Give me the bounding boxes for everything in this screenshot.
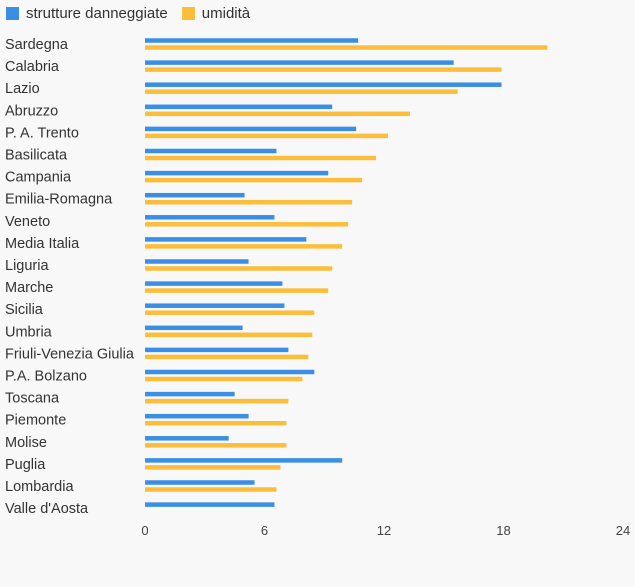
bar-strutture[interactable] <box>145 60 454 65</box>
category-label: Piemonte <box>5 413 66 429</box>
bar-strutture[interactable] <box>145 347 289 353</box>
bar-umidita[interactable] <box>145 133 388 139</box>
bar-umidita[interactable] <box>145 244 343 249</box>
bar-strutture[interactable] <box>145 104 333 110</box>
bar-strutture[interactable] <box>145 325 243 331</box>
category-label: Sardegna <box>5 37 69 53</box>
bar-umidita[interactable] <box>145 199 353 205</box>
bar-strutture[interactable] <box>145 82 502 87</box>
category-label: Molise <box>5 435 47 451</box>
bar-strutture[interactable] <box>145 369 315 375</box>
category-label: Emilia-Romagna <box>5 192 113 208</box>
category-label: Umbria <box>5 324 53 340</box>
category-label: Campania <box>5 170 72 186</box>
legend-label-strutture: strutture danneggiate <box>26 5 168 22</box>
bar-umidita[interactable] <box>145 288 329 293</box>
bar-strutture[interactable] <box>145 436 229 441</box>
legend-swatch-strutture <box>6 7 19 20</box>
bar-umidita[interactable] <box>145 67 502 72</box>
bar-umidita[interactable] <box>145 177 363 183</box>
category-label: Veneto <box>5 214 50 230</box>
bar-strutture[interactable] <box>145 281 283 286</box>
x-tick-label: 12 <box>377 523 391 538</box>
bar-umidita[interactable] <box>145 398 289 404</box>
category-label: P. A. Trento <box>5 125 79 141</box>
x-tick-label: 18 <box>496 523 510 538</box>
category-label: Lazio <box>5 81 40 97</box>
category-label: P.A. Bolzano <box>5 369 87 385</box>
bar-umidita[interactable] <box>145 354 309 360</box>
x-tick-label: 6 <box>261 523 268 538</box>
category-label: Abruzzo <box>5 103 58 119</box>
bar-umidita[interactable] <box>145 266 333 271</box>
x-tick-label: 0 <box>141 523 148 538</box>
bar-umidita[interactable] <box>145 465 281 470</box>
bar-umidita[interactable] <box>145 155 377 161</box>
bar-umidita[interactable] <box>145 443 287 448</box>
legend-item-umidita[interactable]: umidità <box>181 5 251 22</box>
category-label: Puglia <box>5 457 46 473</box>
x-tick-label: 24 <box>616 523 630 538</box>
bar-umidita[interactable] <box>145 487 277 492</box>
bar-strutture[interactable] <box>145 192 245 198</box>
category-label: Basilicata <box>5 148 68 164</box>
category-label: Toscana <box>5 391 60 407</box>
category-label: Calabria <box>5 59 60 75</box>
legend-item-strutture[interactable]: strutture danneggiate <box>6 5 168 22</box>
bar-umidita[interactable] <box>145 111 410 117</box>
bar-strutture[interactable] <box>145 391 235 397</box>
bar-umidita[interactable] <box>145 420 287 426</box>
bar-umidita[interactable] <box>145 376 303 382</box>
bar-strutture[interactable] <box>145 259 249 264</box>
bar-strutture[interactable] <box>145 480 255 485</box>
bar-umidita[interactable] <box>145 332 313 338</box>
bar-strutture[interactable] <box>145 237 307 242</box>
bar-strutture[interactable] <box>145 170 329 176</box>
category-label: Media Italia <box>5 236 80 252</box>
legend-swatch-umidita <box>181 7 195 20</box>
category-label: Friuli-Venezia Giulia <box>5 346 135 362</box>
category-label: Liguria <box>5 258 49 274</box>
bar-umidita[interactable] <box>145 89 458 94</box>
bar-strutture[interactable] <box>145 502 275 507</box>
bar-strutture[interactable] <box>145 38 359 43</box>
legend: strutture danneggiate umidità <box>6 5 264 22</box>
bar-strutture[interactable] <box>145 458 343 463</box>
bar-strutture[interactable] <box>145 413 249 419</box>
legend-label-umidita: umidità <box>201 5 251 22</box>
bar-umidita[interactable] <box>145 222 349 227</box>
category-label: Lombardia <box>5 479 74 495</box>
bar-strutture[interactable] <box>145 303 285 308</box>
bar-umidita[interactable] <box>145 310 315 315</box>
category-label: Valle d'Aosta <box>5 501 89 517</box>
category-label: Marche <box>5 280 53 296</box>
bar-umidita[interactable] <box>145 45 548 50</box>
bar-strutture[interactable] <box>145 126 357 132</box>
category-label: Sicilia <box>5 302 44 318</box>
bar-strutture[interactable] <box>145 215 275 220</box>
bar-strutture[interactable] <box>145 148 277 154</box>
